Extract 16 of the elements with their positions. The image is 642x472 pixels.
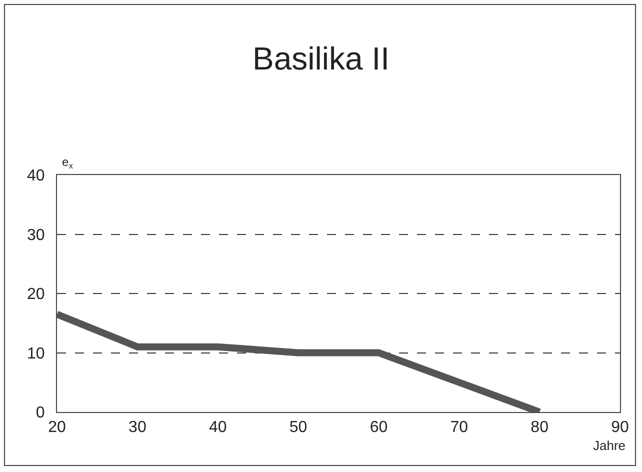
x-tick-label: 90 [611, 419, 629, 436]
y-axis-title: e$_{x}$ [62, 155, 74, 171]
y-tick-label: 0 [36, 404, 45, 422]
y-tick-label: 20 [27, 286, 45, 304]
x-tick-label: 20 [48, 419, 66, 436]
chart-title: Basilika II [252, 40, 390, 77]
y-tick-label: 40 [27, 168, 45, 185]
y-tick-label: 30 [27, 226, 45, 244]
x-tick-label: 50 [289, 419, 308, 436]
x-tick-label: 40 [208, 419, 227, 436]
x-tick-label: 30 [128, 419, 146, 436]
x-tick-label: 60 [370, 419, 388, 436]
x-tick-label: 70 [450, 419, 468, 436]
x-tick-label: 80 [530, 419, 549, 436]
y-tick-label: 10 [27, 345, 45, 362]
x-axis-title: Jahre [593, 438, 626, 453]
